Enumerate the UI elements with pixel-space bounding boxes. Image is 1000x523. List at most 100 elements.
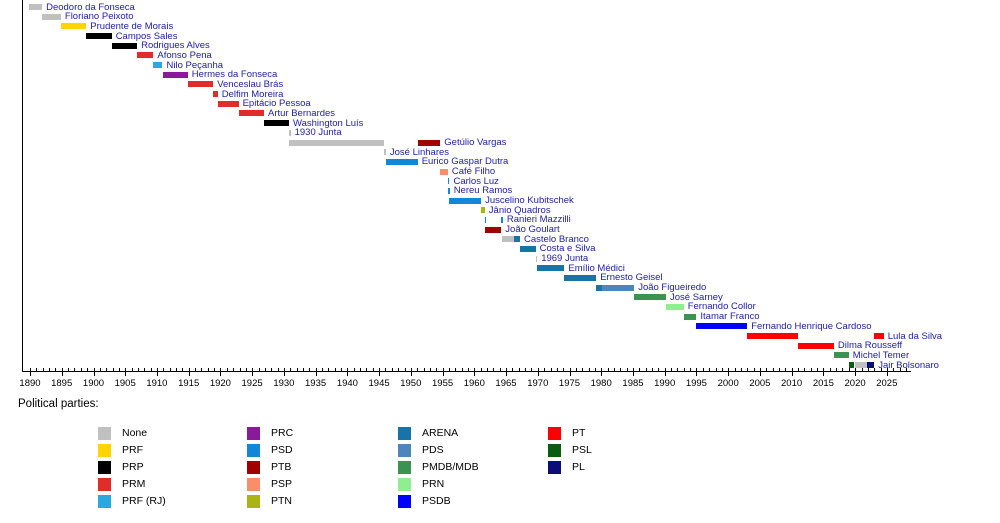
axis-tick-minor <box>696 368 698 371</box>
axis-tick-minor <box>721 368 723 371</box>
president-label: Itamar Franco <box>700 311 760 323</box>
axis-tick-label: 1960 <box>463 378 485 389</box>
president-bar-segment <box>238 110 264 117</box>
president-label: Rodrigues Alves <box>141 40 210 52</box>
axis-tick-minor <box>506 368 507 371</box>
president-label: Campos Sales <box>115 30 178 42</box>
president-label: Jair Bolsonaro <box>878 359 939 371</box>
axis-tick-minor <box>531 368 533 371</box>
axis-tick-minor <box>379 368 381 371</box>
axis-tick-minor <box>544 368 546 371</box>
axis-tick-major <box>442 372 444 376</box>
axis-tick-minor <box>690 368 692 371</box>
legend-color-swatch <box>247 427 260 440</box>
axis-tick-minor <box>677 368 679 371</box>
legend-party-label: None <box>122 427 148 439</box>
legend-party-label: PSDB <box>422 495 451 507</box>
axis-tick-minor <box>766 368 768 371</box>
president-label: Eurico Gaspar Dutra <box>421 156 509 168</box>
axis-tick-minor <box>512 368 514 371</box>
axis-tick-label: 1900 <box>82 378 105 389</box>
president-label: Venceslau Brás <box>217 78 284 90</box>
president-label: José Sarney <box>670 291 723 303</box>
president-bar-segment <box>289 129 291 136</box>
president-bar-segment <box>111 42 138 49</box>
legend-party-label: PRC <box>271 427 294 439</box>
axis-tick-minor <box>207 368 209 371</box>
axis-tick-label: 1965 <box>495 378 517 389</box>
president-label: Hermes da Fonseca <box>191 69 278 81</box>
president-bar-segment <box>42 13 61 20</box>
legend-party-label: PRM <box>122 478 146 490</box>
axis-tick-minor <box>798 368 799 371</box>
axis-tick-major <box>601 372 603 376</box>
president-bar-segment <box>29 4 43 10</box>
axis-tick-minor <box>112 368 114 371</box>
president-bar-segment <box>798 342 834 349</box>
axis-tick-major <box>696 372 698 376</box>
president-bar-segment <box>264 120 289 127</box>
president-label: Fernando Henrique Cardoso <box>751 320 872 332</box>
axis-tick-minor <box>753 368 755 371</box>
president-label: João Goulart <box>505 224 560 235</box>
legend-party-label: PSL <box>572 444 592 456</box>
axis-tick-label: 2000 <box>717 378 739 389</box>
legend-party-label: PRN <box>422 478 445 490</box>
axis-tick-minor <box>613 368 615 371</box>
axis-tick-minor <box>448 368 450 371</box>
axis-tick-minor <box>214 368 216 371</box>
axis-tick-minor <box>423 368 425 371</box>
axis-tick-minor <box>455 368 457 371</box>
axis-tick-label: 1920 <box>209 378 231 389</box>
president-label: Washington Luís <box>293 117 364 129</box>
axis-tick-minor <box>429 368 431 371</box>
president-bar-segment <box>596 284 602 291</box>
axis-tick-minor <box>322 368 323 371</box>
axis-tick-minor <box>588 368 590 371</box>
axis-tick-minor <box>182 368 184 371</box>
axis-tick-minor <box>220 368 222 371</box>
axis-tick-minor <box>137 368 139 371</box>
president-label: Ranieri Mazzilli <box>506 214 571 226</box>
president-label: Epitácio Pessoa <box>242 98 311 110</box>
axis-tick-label: 1940 <box>336 378 358 389</box>
president-label: Dilma Rousseff <box>837 340 903 352</box>
legend-color-swatch <box>247 478 260 491</box>
president-bar-segment <box>854 362 868 368</box>
axis-tick-label: 1995 <box>685 378 707 389</box>
president-bar-segment <box>213 91 218 98</box>
axis-tick-minor <box>747 368 749 371</box>
axis-tick-label: 1950 <box>400 378 422 389</box>
legend-party-label: PT <box>572 427 586 439</box>
axis-tick-major <box>188 372 190 376</box>
legend-color-swatch <box>398 444 411 457</box>
axis-tick-label: 1925 <box>241 378 263 389</box>
axis-tick-minor <box>366 368 368 371</box>
president-bar-segment <box>485 226 502 233</box>
president-label: Nilo Peçanha <box>166 59 224 71</box>
axis-tick-major <box>61 372 63 376</box>
president-bar-segment <box>867 362 875 368</box>
axis-tick-minor <box>836 368 838 371</box>
president-bar-segment <box>449 197 482 204</box>
president-bar-segment <box>385 158 418 165</box>
axis-tick-minor <box>487 368 488 371</box>
axis-tick-minor <box>106 368 108 371</box>
axis-tick-minor <box>302 368 304 371</box>
axis-tick-minor <box>867 368 869 371</box>
axis-tick-minor <box>791 368 793 371</box>
axis-tick-major <box>537 372 539 376</box>
axis-tick-minor <box>740 368 742 371</box>
axis-tick-major <box>410 372 412 376</box>
axis-tick-minor <box>905 368 907 371</box>
axis-tick-label: 1915 <box>178 378 200 389</box>
axis-tick-minor <box>645 368 647 371</box>
axis-tick-minor <box>810 368 812 371</box>
axis-tick-minor <box>569 368 571 371</box>
axis-tick-label: 1985 <box>622 378 644 389</box>
legend-party-label: PRF (RJ) <box>122 495 166 507</box>
president-label: José Linhares <box>389 146 450 158</box>
axis-tick-label: 2020 <box>844 378 866 389</box>
axis-tick-minor <box>848 368 850 371</box>
